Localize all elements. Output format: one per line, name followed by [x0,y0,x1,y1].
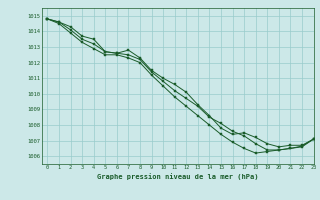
X-axis label: Graphe pression niveau de la mer (hPa): Graphe pression niveau de la mer (hPa) [97,173,258,180]
